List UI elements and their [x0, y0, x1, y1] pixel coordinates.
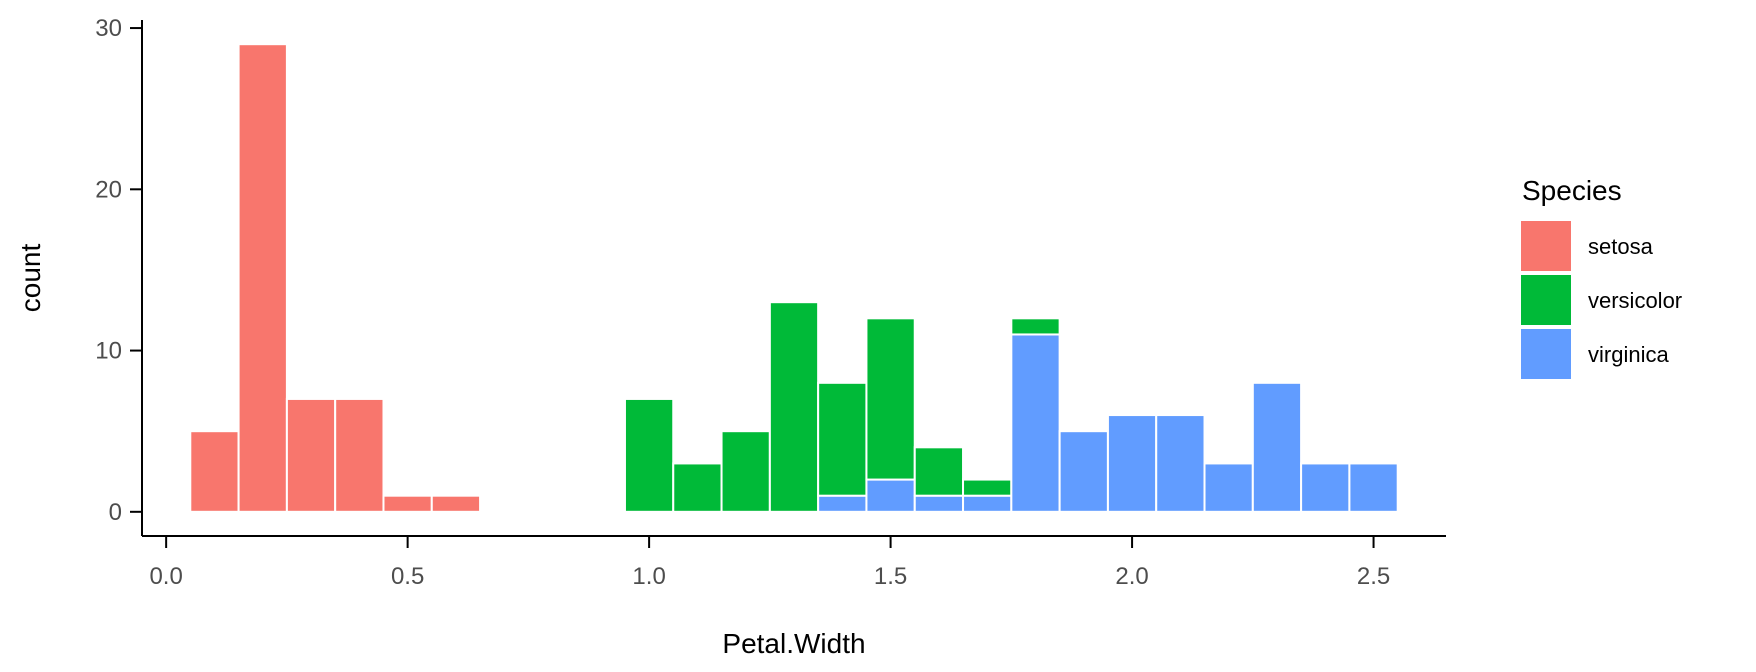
legend-swatch-versicolor	[1519, 273, 1573, 327]
bar-versicolor-1.1	[672, 462, 723, 513]
bar-virginica-2.5	[1348, 462, 1399, 513]
legend-swatch-setosa	[1519, 219, 1573, 273]
bar-setosa-0.6	[430, 494, 482, 513]
bar-versicolor-1.5	[865, 317, 916, 481]
bar-setosa-0.1	[189, 430, 240, 513]
bar-versicolor-1.3	[768, 301, 820, 513]
bar-virginica-1.8	[1010, 333, 1061, 513]
bar-virginica-2.3	[1251, 381, 1303, 513]
bar-versicolor-1.8	[1010, 317, 1061, 336]
legend-title: Species	[1522, 175, 1622, 206]
y-axis-title: count	[15, 244, 46, 313]
bar-versicolor-1.7	[962, 478, 1013, 497]
y-tick-label: 10	[95, 338, 122, 365]
legend: Species setosa versicolor virginica	[1519, 175, 1682, 381]
legend-items: setosa versicolor virginica	[1519, 219, 1682, 381]
bar-virginica-1.5	[865, 478, 916, 513]
bar-virginica-2.2	[1203, 462, 1254, 513]
x-tick-label: 2.0	[1115, 563, 1148, 590]
bar-virginica-1.4	[817, 494, 868, 513]
x-axis-title: Petal.Width	[722, 628, 865, 659]
y-tick-label: 0	[109, 499, 122, 526]
bar-setosa-0.2	[237, 43, 288, 513]
bar-virginica-1.6	[913, 494, 965, 513]
x-tick-label: 0.5	[391, 563, 424, 590]
bar-versicolor-1.2	[720, 430, 771, 513]
bar-virginica-2.1	[1155, 414, 1206, 513]
bar-versicolor-1.6	[913, 446, 965, 497]
legend-label-virginica: virginica	[1588, 342, 1669, 367]
bar-virginica-1.9	[1058, 430, 1109, 513]
bar-virginica-2.4	[1300, 462, 1351, 513]
bar-virginica-2.0	[1106, 414, 1158, 513]
x-tick-label: 1.0	[632, 563, 665, 590]
legend-label-setosa: setosa	[1588, 234, 1654, 259]
y-tick-label: 20	[95, 176, 122, 203]
bar-virginica-1.7	[962, 494, 1013, 513]
bar-setosa-0.4	[334, 397, 385, 513]
legend-swatch-virginica	[1519, 327, 1573, 381]
bars-layer	[189, 43, 1399, 513]
y-axis-ticks: 0 10 20 30	[95, 15, 142, 526]
y-tick-label: 30	[95, 15, 122, 42]
x-tick-label: 0.0	[149, 563, 182, 590]
bar-versicolor-1.4	[817, 381, 868, 497]
x-axis-ticks: 0.0 0.5 1.0 1.5 2.0 2.5	[149, 536, 1390, 590]
bar-setosa-0.3	[285, 397, 337, 513]
x-tick-label: 1.5	[874, 563, 907, 590]
bar-versicolor-1.0	[623, 397, 675, 513]
legend-label-versicolor: versicolor	[1588, 288, 1682, 313]
bar-setosa-0.5	[382, 494, 433, 513]
x-tick-label: 2.5	[1357, 563, 1390, 590]
